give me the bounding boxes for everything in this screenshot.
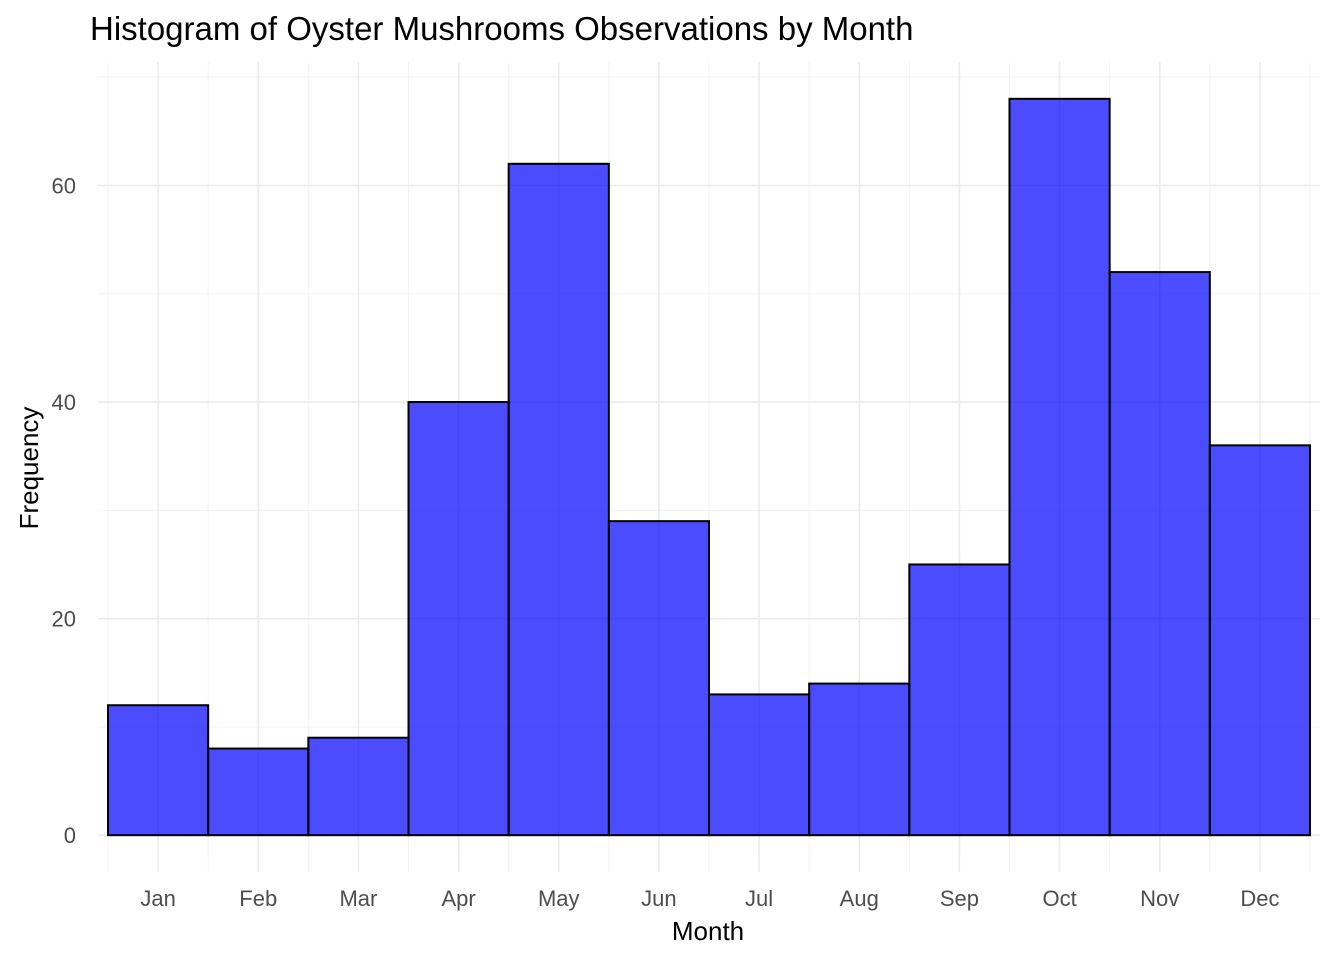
bars [107,97,1311,837]
bar-nov [1108,271,1211,837]
chart-title: Histogram of Oyster Mushrooms Observatio… [90,10,913,47]
bar-oct [1008,97,1111,837]
bar-jan [107,704,210,837]
bar-jul [708,693,811,837]
x-tick-label-dec: Dec [1240,886,1279,911]
y-tick-label: 20 [52,607,76,632]
x-tick-label-jan: Jan [140,886,175,911]
x-tick-label-aug: Aug [840,886,879,911]
bar-may [507,162,610,837]
x-tick-label-oct: Oct [1042,886,1076,911]
y-axis-title: Frequency [14,407,44,530]
x-tick-label-mar: Mar [339,886,377,911]
x-tick-label-apr: Apr [441,886,475,911]
bar-aug [808,682,911,837]
bar-mar [307,736,410,837]
y-tick-label: 0 [64,823,76,848]
bar-sep [908,563,1011,837]
y-tick-label: 60 [52,173,76,198]
x-tick-label-may: May [538,886,580,911]
y-tick-label: 40 [52,390,76,415]
y-axis-tick-labels: 0 20 40 60 [52,173,76,848]
bar-dec [1208,444,1311,837]
x-axis-tick-labels: Jan Feb Mar Apr May Jun Jul Aug Sep Oct Nov Dec [140,886,1279,911]
bar-jun [607,520,710,837]
bar-feb [207,747,310,837]
x-tick-label-feb: Feb [239,886,277,911]
x-tick-label-nov: Nov [1140,886,1179,911]
bar-apr [407,401,510,837]
x-axis-title: Month [672,916,744,946]
x-tick-label-sep: Sep [940,886,979,911]
x-tick-label-jun: Jun [641,886,676,911]
x-tick-label-jul: Jul [745,886,773,911]
